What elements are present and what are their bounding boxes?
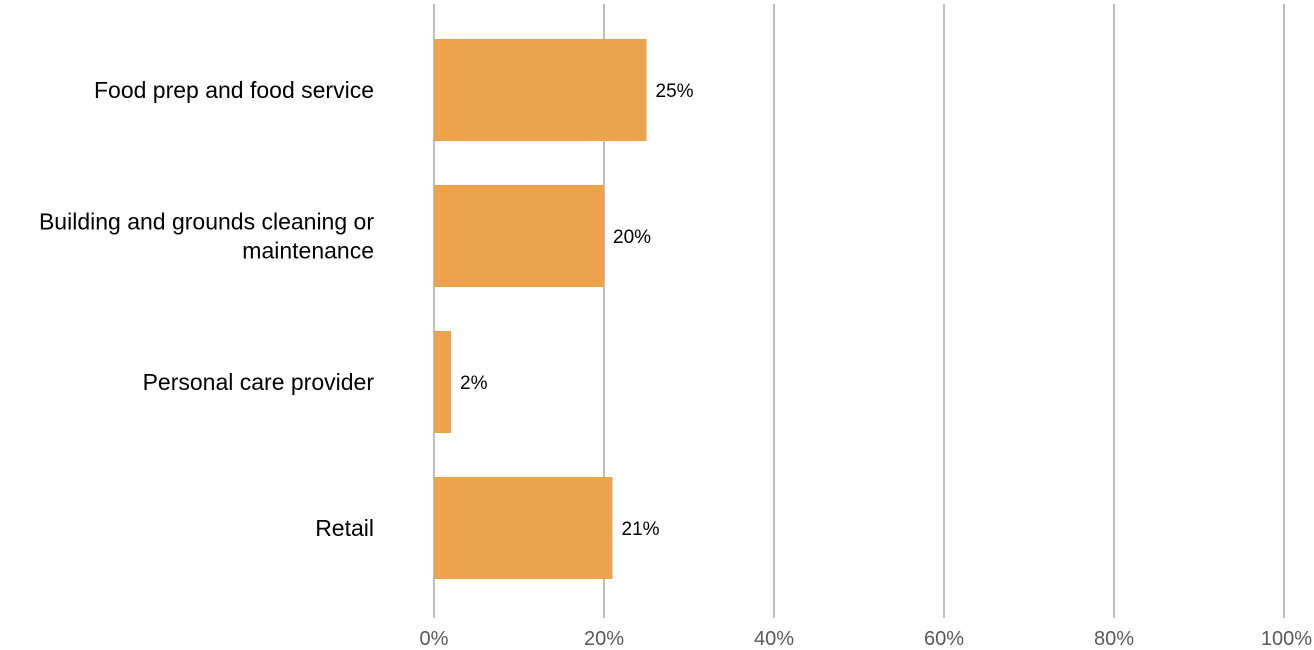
data-label: 2% [460, 373, 488, 394]
x-tick-label: 40% [754, 628, 794, 650]
category-label: Food prep and food service [94, 77, 374, 103]
category-label-line: Personal care provider [143, 369, 375, 395]
x-tick-label: 0% [420, 628, 449, 650]
bar [434, 185, 604, 287]
x-tick-label: 80% [1094, 628, 1134, 650]
x-tick-label: 100% [1261, 628, 1312, 650]
category-label-line: Building and grounds cleaning or [39, 209, 374, 235]
category-label: Personal care provider [143, 369, 375, 395]
bar [434, 39, 647, 141]
x-tick-label: 60% [924, 628, 964, 650]
bars [434, 39, 647, 579]
category-label-line: Food prep and food service [94, 77, 374, 103]
category-label-line: maintenance [242, 238, 374, 264]
labels: 0% 20% 40% 60% 80% 100% 25% Food prep and food … [39, 77, 1312, 650]
data-label: 25% [656, 81, 694, 102]
data-label: 21% [622, 519, 660, 540]
category-label: Building and grounds cleaning or maintena… [39, 209, 374, 264]
data-label: 20% [613, 227, 651, 248]
x-tick-label: 20% [584, 628, 624, 650]
bar [434, 477, 613, 579]
category-label: Retail [315, 515, 374, 541]
bar [434, 331, 451, 433]
category-label-line: Retail [315, 515, 374, 541]
